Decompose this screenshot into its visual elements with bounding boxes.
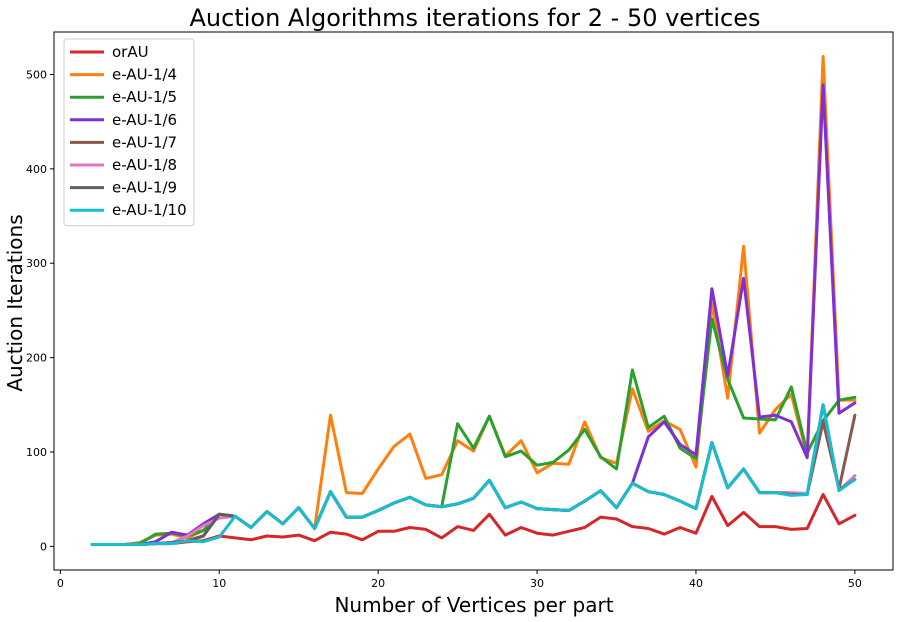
y-tick-label: 100 bbox=[26, 446, 47, 459]
legend-box bbox=[63, 38, 195, 227]
legend: orAU e-AU-1/4 e-AU-1/5 e-AU-1/6 e-AU-1/7 e-AU… bbox=[63, 38, 195, 227]
plot-area bbox=[90, 55, 857, 546]
y-tick-label: 400 bbox=[26, 163, 47, 176]
legend-label: e-AU-1/6 bbox=[112, 111, 177, 129]
y-axis: 0 100 200 300 400 500 bbox=[26, 68, 54, 553]
plot-frame bbox=[53, 31, 894, 571]
y-tick-label: 300 bbox=[26, 257, 47, 270]
x-tick-label: 40 bbox=[689, 577, 703, 590]
chart-title: Auction Algorithms iterations for 2 - 50… bbox=[190, 4, 761, 32]
series-line-8 bbox=[90, 403, 857, 546]
y-tick-label: 500 bbox=[26, 68, 47, 81]
legend-label: e-AU-1/9 bbox=[112, 179, 177, 197]
x-tick-label: 50 bbox=[848, 577, 862, 590]
legend-label: e-AU-1/8 bbox=[112, 156, 177, 174]
x-axis: 0 10 20 30 40 50 bbox=[57, 570, 862, 590]
x-tick-label: 30 bbox=[530, 577, 544, 590]
x-tick-label: 20 bbox=[371, 577, 385, 590]
legend-label: orAU bbox=[112, 43, 149, 61]
y-tick-label: 0 bbox=[40, 540, 47, 553]
legend-label: e-AU-1/4 bbox=[112, 66, 177, 84]
x-tick-label: 10 bbox=[212, 577, 226, 590]
y-axis-label: Auction Iterations bbox=[3, 214, 27, 391]
legend-label: e-AU-1/10 bbox=[112, 201, 187, 219]
x-tick-label: 0 bbox=[57, 577, 64, 590]
y-tick-label: 200 bbox=[26, 352, 47, 365]
legend-label: e-AU-1/5 bbox=[112, 88, 177, 106]
x-axis-label: Number of Vertices per part bbox=[334, 593, 613, 617]
legend-label: e-AU-1/7 bbox=[112, 133, 177, 151]
